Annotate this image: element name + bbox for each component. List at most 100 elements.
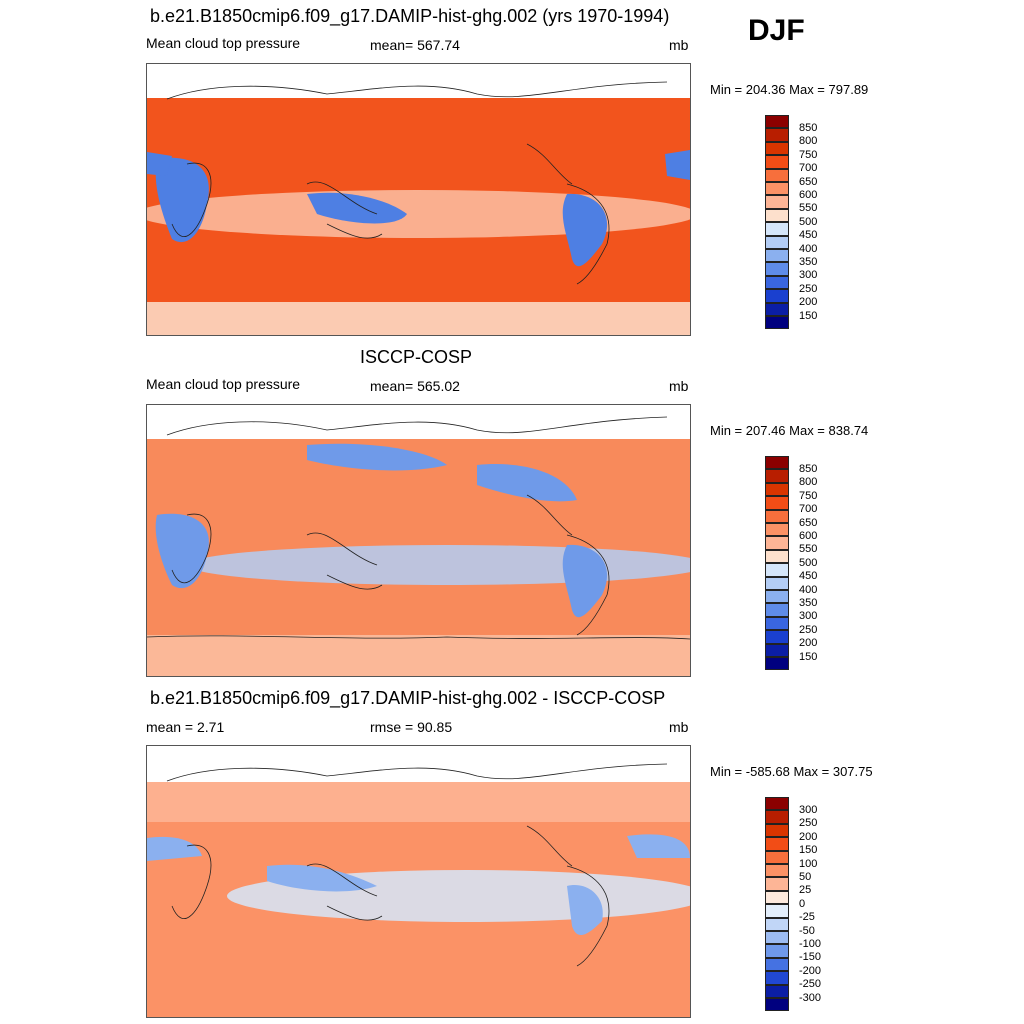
colorbar-swatch — [765, 536, 789, 550]
colorbar-label: 200 — [799, 830, 818, 843]
colorbar-swatch — [765, 115, 789, 129]
colorbar-label: 700 — [799, 162, 818, 175]
colorbar-swatch — [765, 182, 789, 196]
colorbar-label: 800 — [799, 476, 818, 489]
colorbar-swatch — [765, 590, 789, 604]
colorbar-label: 850 — [799, 121, 818, 134]
season-label: DJF — [748, 14, 805, 47]
land-blob — [155, 157, 209, 243]
colorbar-swatch — [765, 944, 789, 958]
land-blob — [562, 193, 608, 267]
min-max-string: Min = 204.36 Max = 797.89 — [710, 82, 869, 97]
colorbar-swatch — [765, 235, 789, 249]
colorbar-swatch — [765, 208, 789, 223]
rmse-string: rmse = 90.85 — [370, 719, 453, 735]
world-map — [146, 404, 691, 677]
colorbar-swatch — [765, 810, 789, 824]
colorbar-swatch — [765, 823, 789, 838]
colorbar-label: 250 — [799, 282, 818, 295]
land-blob — [627, 834, 690, 858]
colorbar-swatch — [765, 603, 789, 617]
colorbar-label: 300 — [799, 610, 818, 623]
colorbar-swatch — [765, 984, 789, 998]
land-blob — [147, 836, 202, 861]
land-blob — [665, 150, 690, 180]
colorbar-label: 25 — [799, 884, 812, 897]
colorbar-swatch — [765, 316, 789, 330]
colorbar-swatch — [765, 837, 789, 851]
colorbar-label: 750 — [799, 148, 818, 161]
polar-band — [147, 302, 690, 335]
map-canvas — [147, 746, 690, 1017]
colorbar-swatch — [765, 456, 789, 470]
colorbar-label: -25 — [799, 911, 815, 924]
tropical-band — [147, 190, 690, 238]
land-blob — [562, 544, 608, 618]
colorbar-swatch — [765, 523, 789, 537]
left-string: Mean cloud top pressure — [146, 376, 301, 392]
colorbar: 300 250 200 150 100 50 25 0 -25 -50 -100 -150 -200 -2… — [765, 797, 845, 1012]
units-string: mb — [669, 37, 689, 53]
colorbar-label: 100 — [799, 857, 818, 870]
colorbar-swatch — [765, 931, 789, 945]
tropical-band — [187, 545, 690, 585]
colorbar-label: 300 — [799, 803, 818, 816]
colorbar-label: 700 — [799, 503, 818, 516]
colorbar-swatch — [765, 890, 789, 905]
colorbar-swatch — [765, 275, 789, 290]
colorbar-label: 500 — [799, 556, 818, 569]
left-string: Mean cloud top pressure — [146, 35, 301, 51]
colorbar-label: -200 — [799, 964, 822, 977]
colorbar-label: 600 — [799, 529, 818, 542]
colorbar-swatch — [765, 917, 789, 931]
colorbar-label: -300 — [799, 991, 822, 1004]
colorbar-swatch — [765, 616, 789, 631]
world-map — [146, 745, 691, 1018]
panel-title: b.e21.B1850cmip6.f09_g17.DAMIP-hist-ghg.… — [150, 6, 670, 26]
colorbar-swatch — [765, 576, 789, 590]
land-blob — [267, 864, 377, 892]
colorbar-swatch — [765, 496, 789, 510]
land-blob — [567, 885, 603, 936]
colorbar: 850 800 750 700 650 600 550 500 450 400 350 300 250 2… — [765, 115, 845, 330]
map-canvas — [147, 64, 690, 335]
colorbar-label: 0 — [799, 897, 806, 910]
colorbar-label: 550 — [799, 543, 818, 556]
polar-band — [147, 782, 690, 822]
colorbar-swatch — [765, 864, 789, 878]
colorbar-swatch — [765, 563, 789, 577]
min-max-string: Min = -585.68 Max = 307.75 — [710, 764, 873, 779]
colorbar-swatch — [765, 643, 789, 657]
units-string: mb — [669, 719, 689, 735]
units-string: mb — [669, 378, 689, 394]
colorbar-swatch — [765, 168, 789, 182]
colorbar-label: 800 — [799, 135, 818, 148]
colorbar-label: 300 — [799, 269, 818, 282]
colorbar-label: 350 — [799, 255, 818, 268]
colorbar-swatch — [765, 657, 789, 671]
colorbar-swatch — [765, 877, 789, 891]
colorbar-swatch — [765, 509, 789, 523]
colorbar-label: 600 — [799, 188, 818, 201]
colorbar-label: 450 — [799, 570, 818, 583]
colorbar-label: 500 — [799, 215, 818, 228]
colorbar-swatch — [765, 249, 789, 263]
colorbar-label: 400 — [799, 583, 818, 596]
mean-string: mean = 2.71 — [146, 719, 225, 735]
colorbar-swatch — [765, 957, 789, 972]
coastline — [166, 81, 668, 285]
coastline — [166, 763, 668, 967]
colorbar-label: 50 — [799, 870, 812, 883]
colorbar-swatch — [765, 222, 789, 236]
colorbar-swatch — [765, 549, 789, 564]
colorbar-swatch — [765, 141, 789, 156]
colorbar-label: 150 — [799, 309, 818, 322]
coastline — [147, 416, 690, 640]
colorbar-swatch — [765, 195, 789, 209]
colorbar-label: 150 — [799, 650, 818, 663]
colorbar-swatch — [765, 850, 789, 864]
colorbar-label: -100 — [799, 937, 822, 950]
land-blob — [307, 192, 407, 224]
colorbar-label: 650 — [799, 516, 818, 529]
colorbar-label: 400 — [799, 242, 818, 255]
